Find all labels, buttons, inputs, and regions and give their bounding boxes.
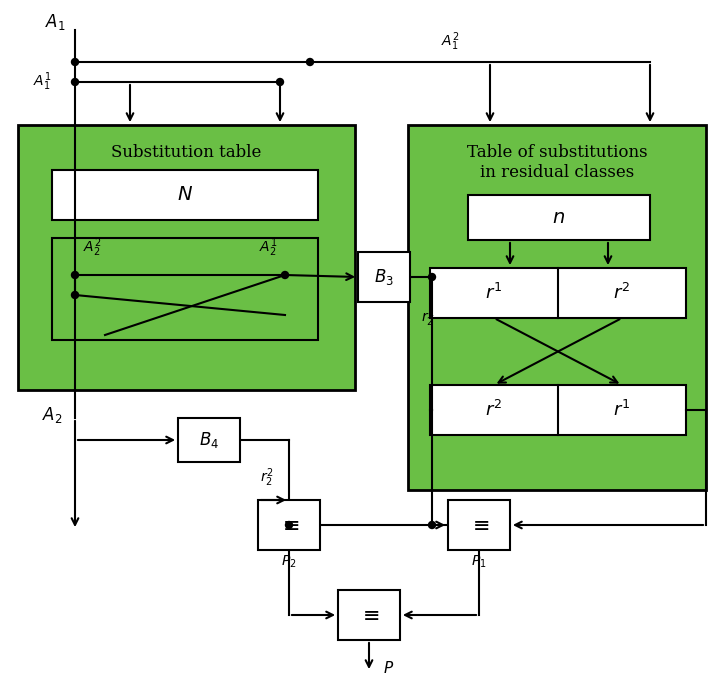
Text: Table of substitutions: Table of substitutions [467,144,647,160]
Text: $\equiv$: $\equiv$ [468,515,489,535]
Text: $\equiv$: $\equiv$ [278,515,300,535]
Text: $n$: $n$ [552,208,565,226]
Text: $r_2^2$: $r_2^2$ [260,466,274,489]
Bar [358,252,410,302]
Circle shape [285,522,292,528]
Circle shape [429,274,436,281]
Text: $r_2^1$: $r_2^1$ [421,307,435,330]
Circle shape [306,58,313,65]
Text: $r^2$: $r^2$ [486,400,502,420]
Circle shape [282,272,288,279]
Text: $r^1$: $r^1$ [613,400,631,420]
Bar [448,500,510,550]
Text: $\equiv$: $\equiv$ [358,605,379,625]
Text: $N$: $N$ [177,186,193,204]
Text: $B_3$: $B_3$ [374,267,394,287]
Text: $B_4$: $B_4$ [199,430,219,450]
Text: $P$: $P$ [384,660,395,676]
Circle shape [72,58,78,65]
Bar [258,500,320,550]
Text: $P_2$: $P_2$ [281,554,297,570]
Bar [430,268,686,318]
Text: in residual classes: in residual classes [480,164,634,180]
Text: Substitution table: Substitution table [111,144,261,160]
Text: $A_1^2$: $A_1^2$ [441,31,459,53]
Bar [468,195,650,240]
Text: $A_2^2$: $A_2^2$ [83,237,101,259]
Bar [52,170,318,220]
Circle shape [277,78,284,85]
Bar [430,385,686,435]
Bar [338,590,400,640]
Text: $A_1^1$: $A_1^1$ [33,71,51,94]
Bar [18,125,355,390]
Bar [178,418,240,462]
Text: $r^2$: $r^2$ [613,283,631,303]
Circle shape [72,78,78,85]
Circle shape [72,292,78,299]
Circle shape [72,272,78,279]
Text: $r^1$: $r^1$ [485,283,502,303]
Text: $A_1$: $A_1$ [45,12,65,32]
Text: $A_2$: $A_2$ [42,405,62,425]
Bar [408,125,706,490]
Bar [52,238,318,340]
Circle shape [429,522,436,528]
Text: $P_1$: $P_1$ [471,554,487,570]
Text: $A_2^1$: $A_2^1$ [258,237,277,259]
